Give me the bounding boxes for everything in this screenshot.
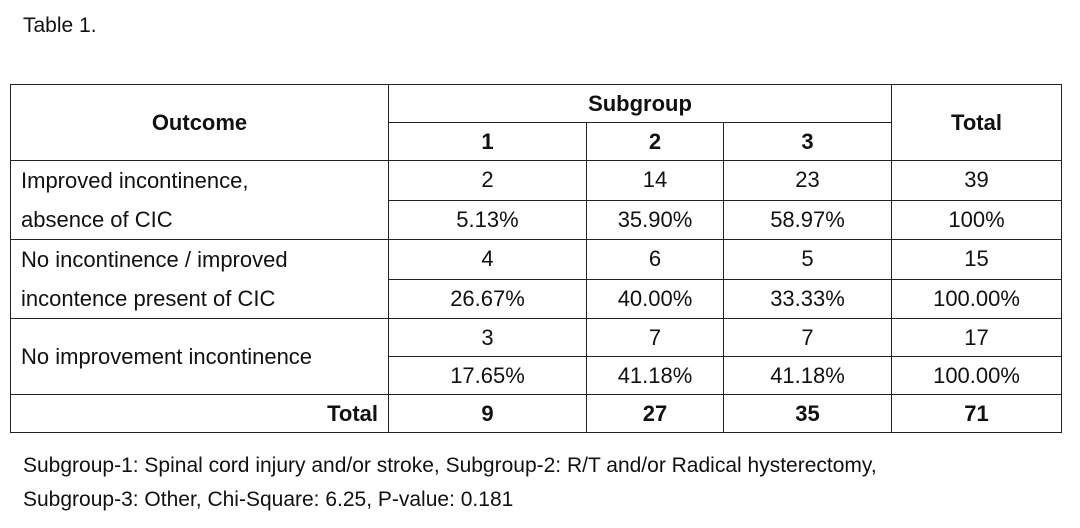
totals-label: Total [10,394,389,433]
count-cell: 6 [586,239,724,280]
outcome-label: No incontinence / improved incontence pr… [10,239,389,319]
count-total-cell: 17 [891,318,1063,357]
percent-total-cell: 100.00% [891,356,1063,395]
header-row-1: Outcome Subgroup Total [10,84,1063,161]
count-cell: 3 [388,318,587,357]
percent-total-cell: 100.00% [891,278,1063,319]
footnote-line: Subgroup-1: Spinal cord injury and/or st… [23,454,877,477]
total-cell: 35 [722,394,893,433]
count-total-cell: 39 [891,160,1063,201]
percent-cell: 41.18% [722,356,893,395]
table-row: No improvement incontinence 3 7 7 17 [10,318,1063,395]
count-cell: 14 [586,160,724,201]
table-caption: Table 1. [23,14,97,37]
table-row: Improved incontinence, absence of CIC 2 … [10,160,1063,240]
count-cell: 23 [722,160,893,201]
percent-cell: 5.13% [388,199,587,240]
header-row-2: 1 2 3 [11,122,1062,161]
outcome-header: Outcome [10,84,389,161]
count-cell: 4 [388,239,587,280]
table-row: 5.13% 35.90% 58.97% 100% [11,199,1063,240]
total-cell: 27 [586,394,724,433]
count-cell: 7 [722,318,893,357]
outcome-table: Outcome Subgroup Total 1 2 3 Improved in… [10,84,1063,433]
percent-cell: 35.90% [586,199,724,240]
total-header: Total [891,84,1063,161]
total-cell: 9 [388,394,587,433]
table-footnote: Subgroup-1: Spinal cord injury and/or st… [23,449,1073,517]
percent-total-cell: 100% [891,199,1063,240]
totals-row: Total 9 27 35 71 [10,394,1063,433]
subgroup-2-header: 2 [586,122,724,161]
table-row: No incontinence / improved incontence pr… [10,239,1063,319]
percent-cell: 58.97% [722,199,893,240]
percent-cell: 33.33% [722,278,893,319]
footnote-line: Subgroup-3: Other, Chi-Square: 6.25, P-v… [23,488,514,511]
outcome-label: No improvement incontinence [10,318,389,395]
subgroup-1-header: 1 [388,122,587,161]
outcome-label-line: incontence present of CIC [21,286,276,311]
percent-cell: 17.65% [388,356,587,395]
outcome-label: Improved incontinence, absence of CIC [10,160,389,240]
outcome-label-line: absence of CIC [21,207,173,232]
percent-cell: 26.67% [388,278,587,319]
outcome-label-line: No incontinence / improved [21,247,288,272]
count-total-cell: 15 [891,239,1063,280]
grand-total-cell: 71 [891,394,1063,433]
table-row: 17.65% 41.18% 41.18% 100.00% [11,356,1063,395]
percent-cell: 40.00% [586,278,724,319]
count-cell: 5 [722,239,893,280]
outcome-label-line: Improved incontinence, [21,168,249,193]
percent-cell: 41.18% [586,356,724,395]
subgroup-3-header: 3 [722,122,893,161]
count-cell: 7 [586,318,724,357]
subgroup-header: Subgroup [387,84,893,123]
count-cell: 2 [388,160,587,201]
